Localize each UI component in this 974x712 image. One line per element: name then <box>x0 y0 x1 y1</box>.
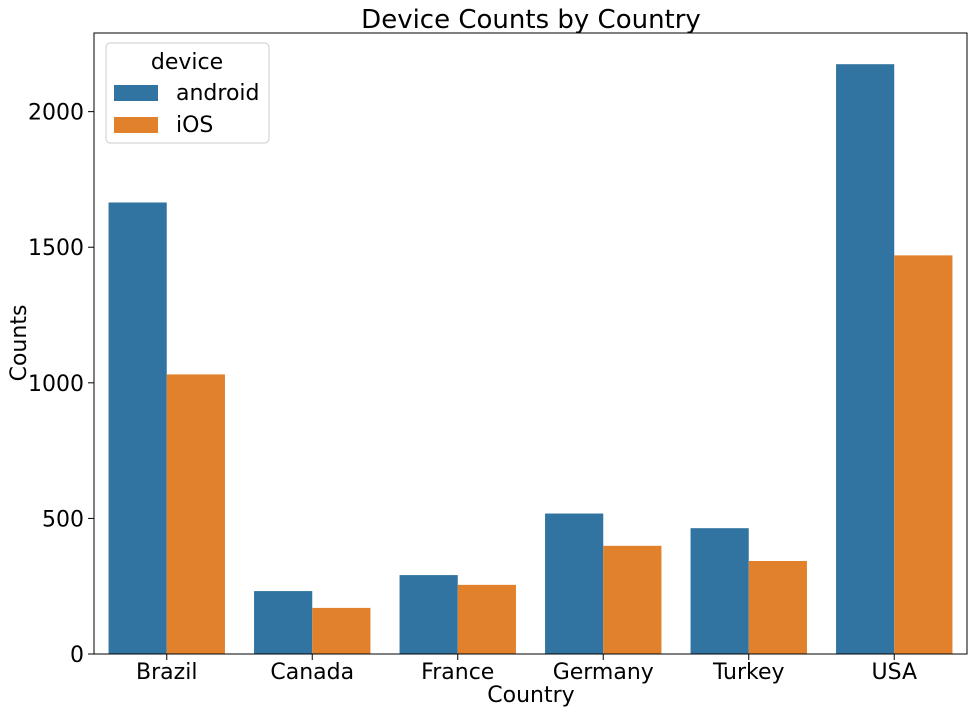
y-tick-label-500: 500 <box>42 507 84 532</box>
bar-iOS-brazil <box>166 374 225 654</box>
bar-android-brazil <box>108 202 167 655</box>
bar-android-usa <box>836 64 895 654</box>
x-tick-label-brazil: Brazil <box>136 660 197 685</box>
bar-iOS-canada <box>312 607 371 654</box>
chart-title: Device Counts by Country <box>361 5 701 35</box>
x-tick-label-germany: Germany <box>553 660 654 685</box>
x-tick-label-turkey: Turkey <box>712 660 785 685</box>
y-tick-label-1000: 1000 <box>28 372 84 397</box>
x-tick-label-france: France <box>421 660 494 685</box>
bar-android-canada <box>254 591 313 654</box>
bar-android-turkey <box>690 528 749 654</box>
legend-swatch-ios <box>114 117 158 133</box>
y-tick-label-0: 0 <box>70 643 84 668</box>
plot-area <box>108 64 953 655</box>
x-tick-label-usa: USA <box>871 660 917 685</box>
x-tick-label-canada: Canada <box>270 660 354 685</box>
bar-android-france <box>399 575 458 654</box>
legend-swatch-android <box>114 85 158 101</box>
x-axis-title: Country <box>487 683 574 708</box>
legend-label-android: android <box>176 81 260 106</box>
bar-iOS-germany <box>603 545 662 654</box>
bar-iOS-turkey <box>748 560 807 654</box>
y-tick-label-1500: 1500 <box>28 236 84 261</box>
bar-iOS-usa <box>894 255 953 654</box>
axes: 0 500 1000 1500 2000 Brazil Canada France German… <box>28 32 968 685</box>
bar-android-germany <box>545 513 604 654</box>
y-tick-label-2000: 2000 <box>28 101 84 126</box>
legend: device android iOS <box>105 42 270 144</box>
legend-title: device <box>151 50 223 75</box>
plot-frame <box>93 32 968 655</box>
y-axis-title: Counts <box>7 305 32 382</box>
bar-iOS-france <box>457 584 516 654</box>
legend-label-ios: iOS <box>176 113 213 138</box>
